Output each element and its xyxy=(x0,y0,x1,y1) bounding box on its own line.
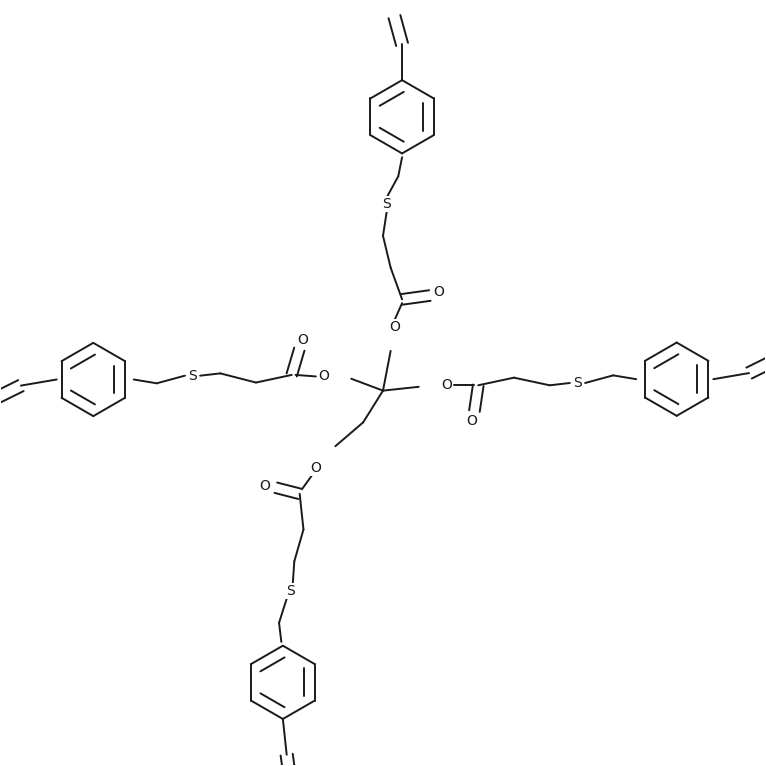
Text: O: O xyxy=(298,333,309,347)
Text: O: O xyxy=(389,320,400,334)
Text: S: S xyxy=(573,376,582,390)
Text: O: O xyxy=(434,286,444,300)
Text: O: O xyxy=(466,414,477,428)
Text: O: O xyxy=(310,461,321,475)
Text: S: S xyxy=(286,584,295,598)
Text: O: O xyxy=(441,378,452,392)
Text: S: S xyxy=(188,368,197,383)
Text: O: O xyxy=(318,369,329,384)
Text: S: S xyxy=(382,197,391,211)
Text: O: O xyxy=(259,480,270,493)
